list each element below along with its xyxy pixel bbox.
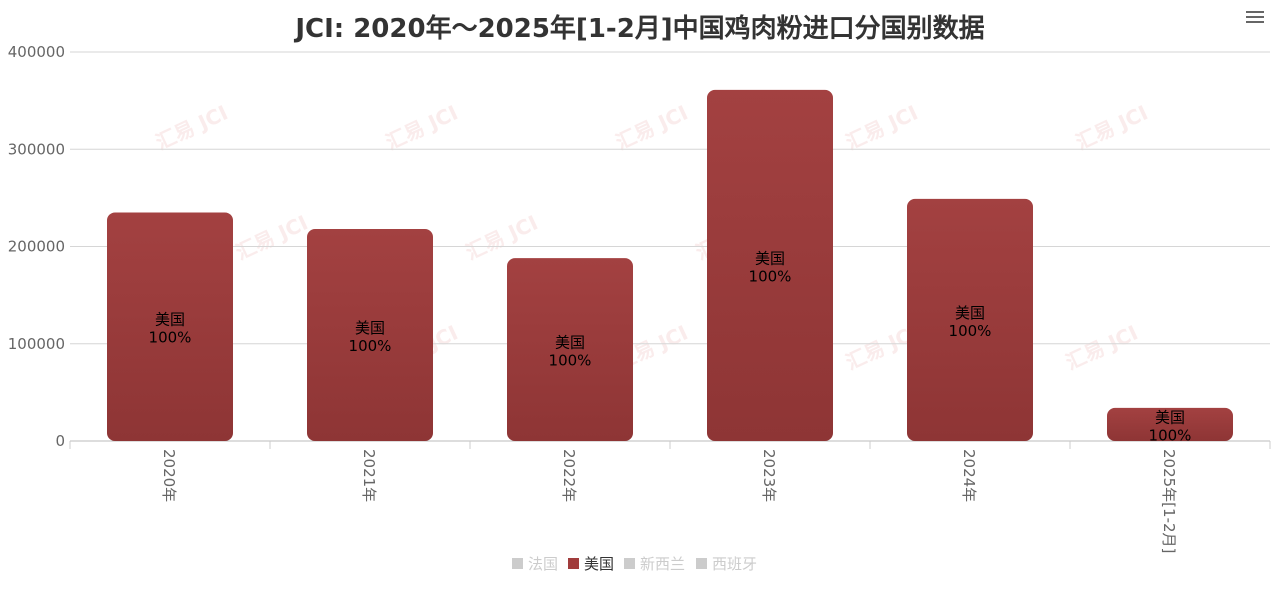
bar-data-label: 美国 100% — [349, 319, 392, 355]
legend-swatch — [696, 558, 707, 569]
legend-label: 西班牙 — [712, 555, 757, 573]
watermark-text: 汇易 JCI — [1072, 100, 1152, 154]
legend-item[interactable]: 新西兰 — [624, 555, 685, 573]
x-tick-label: 2022年 — [560, 449, 578, 502]
bar-data-label: 美国 100% — [949, 304, 992, 340]
y-axis: 0 100000 200000 300000 400000 — [8, 43, 65, 450]
x-tick-label: 2025年[1-2月] — [1160, 449, 1178, 553]
legend-item[interactable]: 西班牙 — [696, 555, 757, 573]
legend[interactable]: 法国 美国 新西兰 西班牙 — [512, 555, 757, 573]
bar-data-label: 美国 100% — [1149, 408, 1192, 444]
legend-label: 法国 — [528, 555, 558, 573]
watermark-text: 汇易 JCI — [462, 210, 542, 264]
y-tick-label: 200000 — [8, 238, 65, 256]
watermark-text: 汇易 JCI — [232, 210, 312, 264]
legend-swatch — [512, 558, 523, 569]
bar[interactable] — [1107, 407, 1233, 441]
x-tick-label: 2020年 — [160, 449, 178, 502]
bar-series: 美国 100% 美国 100% 美国 100% 美国 100% 美国 100% 美国 100% — [107, 89, 1233, 444]
watermark-text: 汇易 JCI — [842, 100, 922, 154]
watermark-text: 汇易 JCI — [382, 100, 462, 154]
bar[interactable] — [707, 89, 833, 442]
legend-item[interactable]: 美国 — [568, 555, 614, 573]
legend-item[interactable]: 法国 — [512, 555, 558, 573]
y-tick-label: 0 — [55, 432, 65, 450]
legend-swatch — [568, 558, 579, 569]
watermark-text: 汇易 JCI — [612, 100, 692, 154]
legend-label: 美国 — [584, 555, 614, 573]
y-tick-label: 100000 — [8, 335, 65, 353]
y-tick-label: 400000 — [8, 43, 65, 61]
bar[interactable] — [507, 258, 633, 441]
x-tick-label: 2024年 — [960, 449, 978, 502]
legend-swatch — [624, 558, 635, 569]
bar-data-label: 美国 100% — [549, 334, 592, 370]
watermark-text: 汇易 JCI — [152, 100, 232, 154]
chart-title: JCI: 2020年～2025年[1-2月]中国鸡肉粉进口分国别数据 — [293, 13, 984, 44]
x-tick-label: 2023年 — [760, 449, 778, 502]
bar[interactable] — [307, 228, 433, 441]
bar-data-label: 美国 100% — [149, 311, 192, 347]
legend-label: 新西兰 — [640, 555, 685, 573]
x-tick-label: 2021年 — [360, 449, 378, 502]
bar[interactable] — [107, 212, 233, 441]
x-axis: 2020年 2021年 2022年 2023年 2024年 2025年[1-2月] — [69, 441, 1271, 553]
bar-data-label: 美国 100% — [749, 249, 792, 285]
bar[interactable] — [907, 198, 1033, 441]
hamburger-menu-icon[interactable] — [1246, 10, 1266, 26]
y-tick-label: 300000 — [8, 140, 65, 158]
watermark-text: 汇易 JCI — [1062, 320, 1142, 374]
